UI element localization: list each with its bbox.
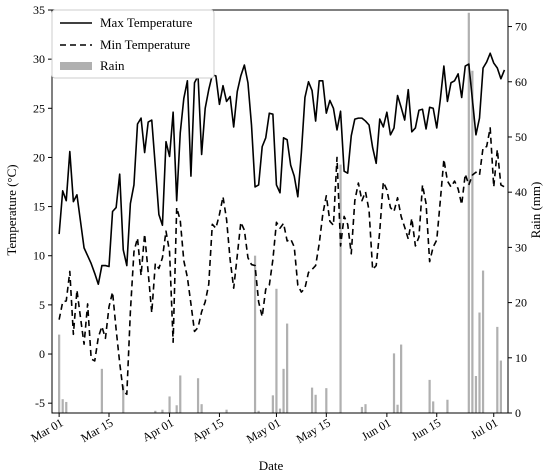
rain-bar-18: [282, 368, 285, 413]
x-tick-label: Apr 01: [140, 415, 176, 444]
min-temperature-line: [58, 127, 505, 396]
rain-bar-7: [168, 396, 171, 413]
plot-frame: [51, 9, 509, 414]
x-tick-label: May 01: [244, 415, 283, 446]
left-tick-label: 0: [39, 347, 45, 361]
rain-bar-34: [474, 376, 478, 413]
x-tick-label: Jun 15: [409, 415, 443, 443]
x-axis-title: Date: [259, 458, 284, 473]
left-tick-label: 10: [33, 249, 45, 263]
right-tick-label: 30: [515, 240, 527, 254]
rain-bar-16: [275, 288, 278, 413]
max-temperature-line: [58, 52, 506, 286]
rain-bar-23: [339, 164, 342, 413]
rain-bar-38: [499, 360, 502, 413]
rain-bar-2: [65, 401, 68, 413]
legend-swatch-rain: [60, 62, 92, 70]
legend-frame: [51, 9, 215, 79]
rain-bar-19: [286, 323, 289, 413]
x-tick-label: Jun 01: [359, 415, 393, 443]
rain-bar-37: [496, 326, 499, 413]
rain-bar-24: [360, 406, 364, 413]
right-tick-label: 0: [515, 406, 521, 420]
rain-bar-11: [200, 404, 203, 413]
left-axis-title: Temperature (°C): [4, 164, 19, 255]
rain-bar-12: [225, 409, 228, 413]
rain-bar-3: [100, 368, 103, 413]
x-tick-label: Mar 01: [28, 415, 65, 445]
left-tick-label: -5: [35, 396, 45, 410]
rain-bar-25: [364, 404, 367, 413]
rain-bar-15: [271, 395, 274, 413]
rain-bar-10: [196, 378, 200, 413]
right-tick-label: 60: [515, 75, 527, 89]
legend: Max Temperature Min Temperature Rain: [51, 9, 215, 79]
rain-bar-14: [257, 410, 260, 413]
left-tick-label: 5: [39, 298, 45, 312]
legend-label-min: Min Temperature: [100, 37, 190, 52]
legend-label-rain: Rain: [100, 58, 125, 73]
rain-bar-29: [428, 379, 431, 413]
right-tick-label: 40: [515, 185, 527, 199]
left-tick-label: 30: [33, 52, 45, 66]
rain-bar-22: [325, 388, 328, 413]
rain-bar-4: [122, 385, 125, 413]
rain-bar-33: [471, 70, 474, 413]
x-tick-label: May 15: [294, 415, 333, 446]
rain-bar-30: [432, 401, 435, 413]
right-axis-title: Rain (mm): [528, 182, 543, 239]
x-tick-label: Apr 15: [190, 415, 226, 444]
rain-bar-0: [58, 334, 61, 413]
right-tick-label: 10: [515, 351, 527, 365]
right-tick-label: 50: [515, 130, 527, 144]
rain-bar-8: [175, 405, 178, 413]
rain-bar-9: [179, 375, 182, 413]
rain-bar-20: [310, 387, 314, 413]
rain-bar-17: [278, 408, 282, 413]
rain-bars: [58, 12, 502, 413]
left-tick-label: 25: [33, 101, 45, 115]
legend-label-max: Max Temperature: [100, 15, 193, 30]
right-tick-label: 20: [515, 296, 527, 310]
left-tick-label: 35: [33, 3, 45, 17]
rain-bar-1: [61, 399, 64, 413]
rain-bar-32: [467, 12, 470, 413]
rain-bar-31: [446, 399, 449, 413]
rain-bar-36: [481, 270, 485, 413]
rain-bar-35: [478, 312, 481, 413]
rain-bar-21: [314, 394, 317, 413]
rain-bar-13: [253, 255, 257, 413]
left-tick-label: 20: [33, 150, 45, 164]
left-tick-label: 15: [33, 200, 45, 214]
rain-bar-27: [396, 404, 399, 413]
temperature-lines: [58, 52, 506, 396]
rain-bar-5: [154, 410, 157, 413]
x-tick-label: Jul 01: [468, 415, 500, 442]
right-tick-label: 70: [515, 20, 527, 34]
rain-bar-28: [400, 344, 403, 413]
rain-bar-26: [392, 353, 396, 413]
x-tick-label: Mar 15: [78, 415, 115, 445]
rain-bar-6: [161, 409, 164, 413]
